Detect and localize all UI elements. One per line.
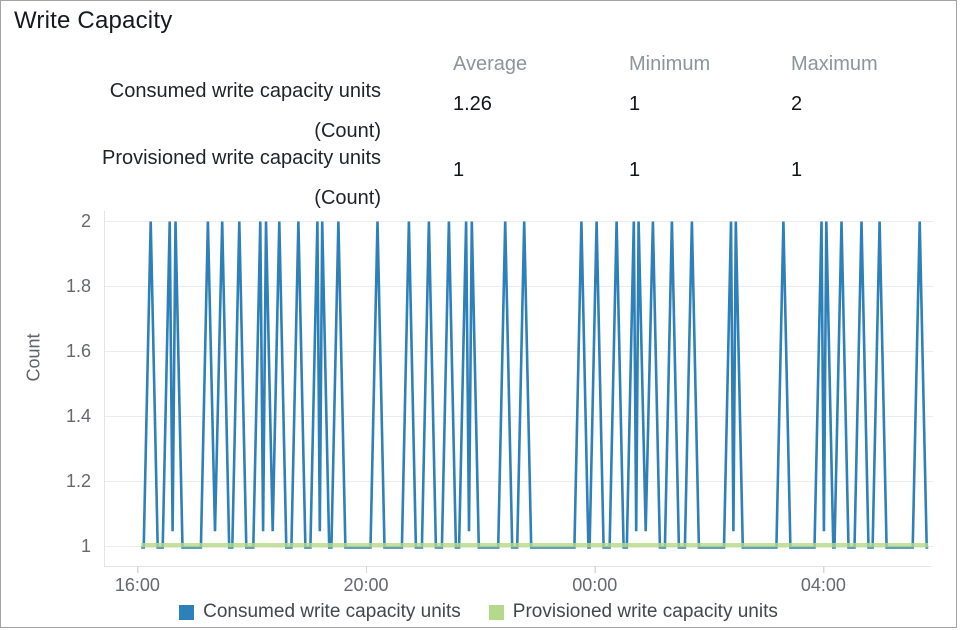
provisioned-series-swatch-icon	[488, 604, 504, 620]
metric-name: Provisioned write capacity units	[101, 147, 381, 169]
metric-name: Consumed write capacity units	[109, 80, 381, 102]
y-axis-label: Count	[23, 333, 44, 382]
summary-row-label-consumed: Consumed write capacity units (Count)	[1, 71, 381, 151]
y-tick-label: 1.8	[66, 276, 91, 296]
summary-row-label-provisioned: Provisioned write capacity units (Count)	[1, 138, 381, 218]
chart-legend: Consumed write capacity units Provisione…	[1, 601, 956, 623]
consumed-maximum-value: 2	[791, 93, 803, 115]
provisioned-average-value: 1	[453, 159, 465, 181]
summary-col-minimum: Minimum	[629, 53, 711, 75]
consumed-legend-label: Consumed write capacity units	[203, 601, 461, 622]
x-tick-label: 00:00	[572, 575, 617, 595]
consumed-series-line	[141, 221, 929, 549]
metric-unit: (Count)	[314, 120, 381, 142]
summary-col-average: Average	[453, 53, 528, 75]
y-tick-label: 1	[81, 536, 91, 556]
y-tick-label: 1.6	[66, 341, 91, 361]
consumed-minimum-value: 1	[629, 93, 641, 115]
consumed-average-value: 1.26	[453, 93, 492, 115]
chart-plot-area[interactable]: 2 1.8 1.6 1.4 1.2 1 16:00 20:00 00:00 04:00	[1, 1, 956, 601]
legend-item-consumed[interactable]: Consumed write capacity units	[179, 601, 461, 623]
summary-col-maximum: Maximum	[791, 53, 878, 75]
y-tick-label: 1.4	[66, 406, 91, 426]
x-tick-label: 20:00	[344, 575, 389, 595]
provisioned-legend-label: Provisioned write capacity units	[512, 601, 778, 622]
consumed-series-swatch-icon	[179, 604, 195, 620]
x-tick-label: 04:00	[801, 575, 846, 595]
page-title: Write Capacity	[14, 7, 173, 34]
provisioned-minimum-value: 1	[629, 159, 641, 181]
metric-unit: (Count)	[314, 187, 381, 209]
y-tick-label: 2	[81, 211, 91, 231]
provisioned-maximum-value: 1	[791, 159, 803, 181]
x-tick-label: 16:00	[115, 575, 160, 595]
y-tick-label: 1.2	[66, 471, 91, 491]
legend-item-provisioned[interactable]: Provisioned write capacity units	[488, 601, 778, 623]
